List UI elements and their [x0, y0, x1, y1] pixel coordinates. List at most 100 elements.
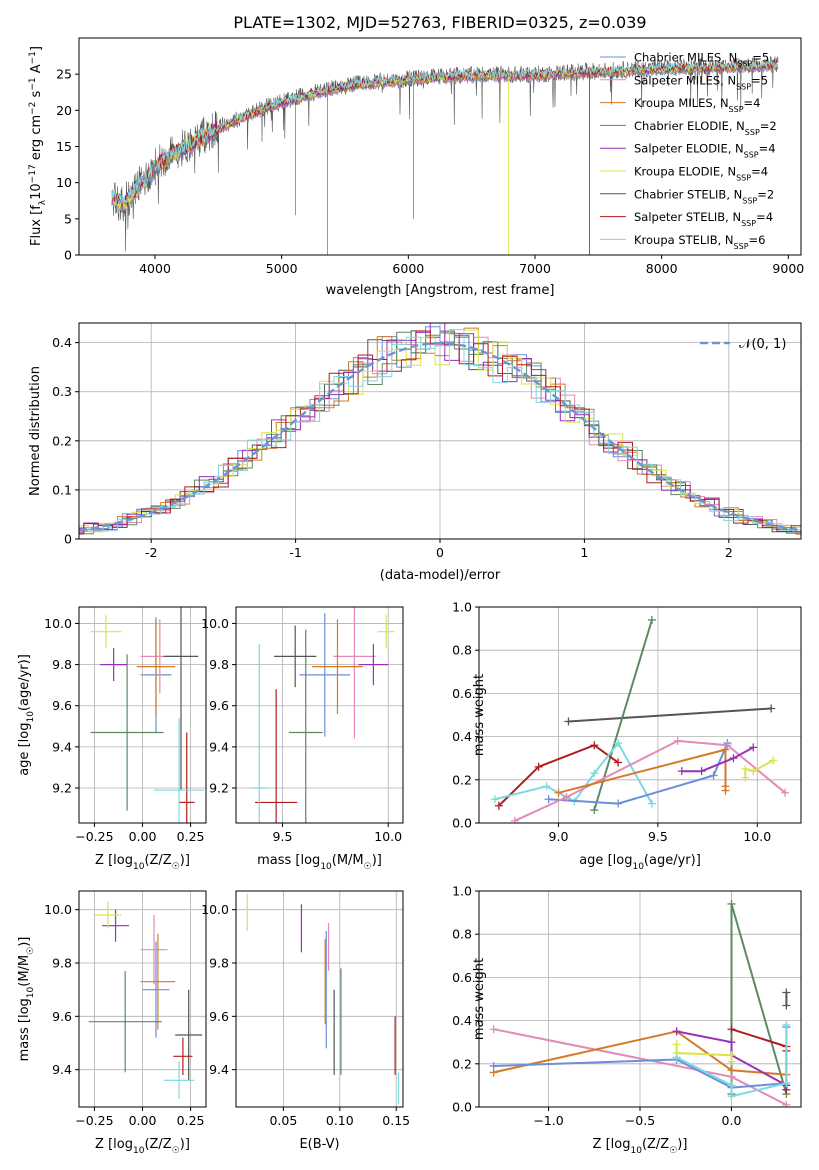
- panel-age-vs-mass: 9.5 10.0 9.2 9.4 9.6 9.8 10.0 mass [log10(M/M☉)…: [201, 606, 404, 872]
- weight-marker: [614, 758, 623, 767]
- x-tick-label: −0.25: [75, 1113, 113, 1128]
- histogram-step-8: [79, 329, 801, 532]
- panel-mass-weight-vs-metallicity: −1.0 −0.5 0.0 0.0 0.2 0.4 0.6 0.8 1.0 Z [log10(Z/…: [452, 884, 802, 1156]
- weight-marker: [590, 769, 599, 778]
- panel-mass-weight-vs-age: 9.0 9.5 10.0 0.0 0.2 0.4 0.6 0.8 1.0 age [log10(a…: [452, 600, 802, 872]
- y-tick-label: 1.0: [452, 600, 472, 615]
- weight-marker: [723, 741, 732, 750]
- weight-marker: [741, 773, 750, 782]
- y-tick-label: 0.0: [452, 1100, 472, 1115]
- weight-line-4: [676, 1030, 787, 1087]
- y-axis-label: Flux [fλ10−17 erg cm−2 s−1 A−1]: [28, 46, 48, 246]
- panel-mass-vs-extinction: 0.05 0.10 0.15 9.4 9.6 9.8 10.0 E(B-V): [201, 890, 410, 1152]
- weight-line-0: [548, 742, 729, 805]
- legend-label: Kroupa STELIB, NSSP=6: [634, 233, 765, 251]
- figure-title: PLATE=1302, MJD=52763, FIBERID=0325, z=0…: [233, 13, 646, 32]
- weight-marker: [673, 736, 682, 745]
- weight-marker: [782, 1020, 791, 1029]
- weight-marker: [590, 741, 599, 750]
- x-tick-label: 10.0: [743, 829, 771, 844]
- x-tick-label: 6000: [392, 261, 424, 276]
- x-tick-label: 9.0: [549, 829, 569, 844]
- y-axis-label: mass weight: [472, 958, 487, 1040]
- weight-marker: [749, 767, 758, 776]
- y-tick-label: 15: [56, 139, 72, 154]
- x-tick-label: 0.15: [382, 1113, 410, 1128]
- weight-marker: [672, 1027, 681, 1036]
- weight-line-5: [675, 1044, 733, 1062]
- x-tick-label: 0.25: [177, 829, 205, 844]
- weight-marker: [727, 1057, 736, 1066]
- weight-marker: [542, 782, 551, 791]
- weight-marker: [741, 765, 750, 773]
- y-tick-label: 9.8: [209, 657, 229, 672]
- weight-marker: [727, 1025, 736, 1034]
- x-tick-label: −0.5: [625, 1113, 655, 1128]
- y-tick-label: 0.1: [52, 482, 72, 497]
- y-tick-label: 9.8: [52, 657, 72, 672]
- y-tick-label: 0.3: [52, 384, 72, 399]
- weight-line-7: [498, 744, 619, 807]
- weight-marker: [727, 1081, 736, 1090]
- weight-marker: [677, 767, 686, 776]
- plot-area: [236, 607, 403, 823]
- weight-line-5: [744, 759, 774, 778]
- y-tick-label: 9.4: [52, 739, 72, 754]
- x-axis-label: Z [log10(Z/Z☉)]: [593, 1137, 688, 1156]
- weight-marker: [647, 615, 656, 624]
- plot-area: [79, 323, 801, 539]
- weight-marker: [767, 704, 776, 713]
- x-tick-label: -2: [145, 545, 157, 560]
- x-tick-label: −1.0: [533, 1113, 563, 1128]
- y-tick-label: 0.4: [452, 1013, 472, 1028]
- x-axis-label: age [log10(age/yr)]: [579, 853, 701, 872]
- y-tick-label: 0.6: [452, 686, 472, 701]
- x-axis-label: Z [log10(Z/Z☉)]: [95, 1137, 190, 1156]
- x-tick-label: 0.00: [129, 1113, 157, 1128]
- spectrum-line-7: [111, 60, 779, 255]
- x-axis-label: wavelength [Angstrom, rest frame]: [326, 283, 555, 298]
- weight-marker: [564, 717, 573, 726]
- axes-frame: [478, 606, 802, 824]
- y-tick-label: 10: [56, 175, 72, 190]
- weight-marker: [614, 799, 623, 808]
- y-axis-label: mass weight: [472, 674, 487, 756]
- y-tick-label: 9.2: [52, 781, 72, 796]
- histogram-step-4: [79, 323, 801, 533]
- plot-area: [79, 891, 206, 1107]
- x-tick-label: −0.25: [75, 829, 113, 844]
- y-tick-label: 0.0: [452, 816, 472, 831]
- weight-marker: [490, 795, 499, 804]
- x-tick-label: -1: [289, 545, 301, 560]
- y-tick-label: 0.4: [52, 335, 72, 350]
- plot-area: [79, 607, 206, 823]
- weight-marker: [562, 793, 571, 802]
- weight-marker: [614, 739, 623, 748]
- weight-marker: [510, 816, 519, 823]
- legend-label: Chabrier ELODIE, NSSP=2: [634, 119, 777, 137]
- weight-marker: [749, 743, 758, 752]
- x-tick-label: 0.10: [326, 1113, 354, 1128]
- y-tick-label: 9.2: [209, 781, 229, 796]
- legend-label: 𝒩(0, 1): [739, 337, 786, 352]
- weight-marker: [709, 771, 718, 780]
- axes-frame: [235, 606, 404, 824]
- y-tick-label: 9.4: [52, 1062, 72, 1077]
- x-tick-label: 0.25: [177, 1113, 205, 1128]
- x-tick-label: 2: [725, 545, 733, 560]
- weight-marker: [489, 1025, 498, 1034]
- x-tick-label: 0.0: [722, 1113, 742, 1128]
- y-tick-label: 10.0: [201, 902, 229, 917]
- plot-area: [111, 56, 779, 255]
- normal-curve: [79, 342, 799, 532]
- weight-marker: [672, 1053, 681, 1062]
- weight-marker: [782, 988, 791, 997]
- legend-label: Salpeter MILES, NSSP=5: [634, 73, 768, 91]
- x-tick-label: 9.5: [648, 829, 668, 844]
- weight-marker: [727, 1038, 736, 1047]
- y-axis-label: Normed distribution: [28, 366, 43, 496]
- x-tick-label: 0: [436, 545, 444, 560]
- weight-marker: [721, 745, 730, 754]
- y-tick-label: 9.6: [209, 698, 229, 713]
- y-tick-label: 9.6: [52, 1009, 72, 1024]
